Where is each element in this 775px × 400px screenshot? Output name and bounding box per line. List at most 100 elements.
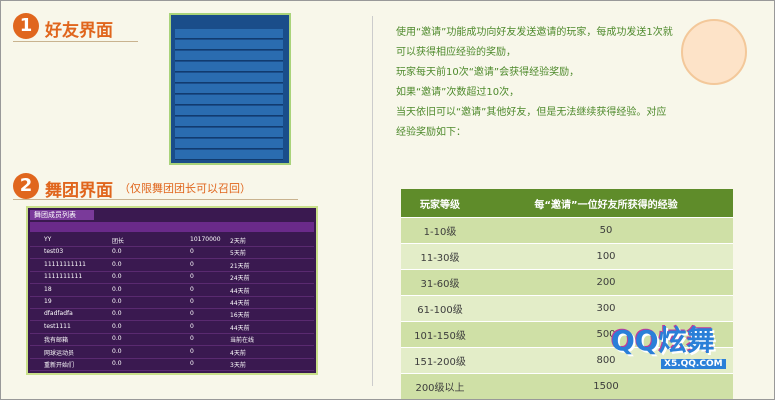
guild-cell: 1111111111 bbox=[44, 273, 83, 281]
angel-mascot bbox=[681, 19, 747, 85]
logo-site: X5.QQ.COM bbox=[661, 359, 726, 369]
friend-row bbox=[175, 106, 283, 116]
guild-cell: 0.0 bbox=[112, 310, 122, 318]
friend-row bbox=[175, 40, 283, 50]
guild-cell: 24天前 bbox=[230, 275, 250, 283]
guild-cell: test03 bbox=[44, 248, 64, 256]
guild-cell: 0 bbox=[190, 273, 194, 281]
table-row: 61-100级 300 bbox=[401, 295, 733, 322]
guild-cell: 0.0 bbox=[112, 298, 122, 305]
table-row: 151-200级 800 bbox=[401, 347, 733, 374]
guild-row: 我有邮箱 0.0 0 当前在线 bbox=[30, 333, 314, 347]
guild-row: 11111111111 0.0 0 21天前 bbox=[30, 259, 314, 272]
guild-cell: 0 bbox=[190, 248, 194, 256]
level-cell: 31-60级 bbox=[401, 269, 479, 296]
guild-cell: 16天前 bbox=[230, 312, 250, 320]
guild-cell: 0.0 bbox=[112, 260, 122, 268]
guild-cell: test1111 bbox=[44, 322, 71, 330]
underline bbox=[13, 199, 298, 200]
header-row: 玩家等级 每“邀请”一位好友所获得的经验 bbox=[401, 189, 733, 218]
level-cell: 101-150级 bbox=[401, 321, 479, 348]
level-cell: 11-30级 bbox=[401, 243, 479, 270]
guild-cell: 18 bbox=[44, 285, 52, 293]
friend-row bbox=[175, 95, 283, 105]
friend-row bbox=[175, 73, 283, 83]
level-cell: 1-10级 bbox=[401, 217, 479, 244]
guild-cell: 团长 bbox=[112, 238, 125, 245]
guild-cell: 0 bbox=[190, 347, 194, 355]
guild-cell: 重新开始们 bbox=[44, 362, 75, 369]
guild-cell: 10170000 bbox=[190, 236, 221, 243]
guild-cell: 3天前 bbox=[230, 362, 246, 369]
guild-cell: 0 bbox=[190, 285, 194, 293]
exp-cell: 200 bbox=[479, 269, 733, 296]
friend-row bbox=[175, 62, 283, 72]
guild-cell: 44天前 bbox=[230, 300, 250, 307]
level-cell: 200级以上 bbox=[401, 373, 479, 399]
table-row: 1-10级 50 bbox=[401, 217, 733, 244]
paragraph: 使用“邀请”功能成功向好友发送邀请的玩家，每成功发送1次就可以获得相应经验的奖励… bbox=[396, 27, 673, 58]
guild-cell: 11111111111 bbox=[44, 260, 86, 268]
level-cell: 151-200级 bbox=[401, 347, 479, 374]
underline bbox=[13, 41, 138, 42]
section-number: 1 bbox=[13, 13, 39, 39]
exp-cell: 50 bbox=[479, 217, 733, 244]
table-row: 31-60级 200 bbox=[401, 269, 733, 296]
guild-row: 19 0.0 0 44天前 bbox=[30, 296, 314, 309]
guild-cell: 0.0 bbox=[112, 273, 122, 281]
friend-row bbox=[175, 117, 283, 127]
guild-cell: 0 bbox=[190, 322, 194, 330]
guild-cell: 19 bbox=[44, 298, 52, 305]
guild-cell: 0 bbox=[190, 360, 194, 367]
divider bbox=[372, 16, 373, 386]
header-cell: 每“邀请”一位好友所获得的经验 bbox=[479, 189, 733, 218]
guild-cell: 4天前 bbox=[230, 349, 246, 357]
friend-row bbox=[175, 84, 283, 94]
guild-cell: 网球运动员 bbox=[44, 349, 75, 357]
friend-row bbox=[175, 150, 283, 160]
guild-cell: YY bbox=[44, 236, 52, 243]
guild-cell: 0.0 bbox=[112, 285, 122, 293]
exp-cell: 100 bbox=[479, 243, 733, 270]
header-cell: 玩家等级 bbox=[401, 189, 479, 218]
guild-cell: 当前在线 bbox=[230, 337, 255, 345]
logo: QQ炫舞 bbox=[611, 324, 715, 357]
guild-cell: 44天前 bbox=[230, 324, 250, 332]
guild-cell: 我有邮箱 bbox=[44, 337, 69, 345]
guild-cell: 0 bbox=[190, 335, 194, 343]
section-title: 好友界面 bbox=[45, 21, 113, 41]
guild-cell: 0.0 bbox=[112, 360, 122, 367]
description: 使用“邀请”功能成功向好友发送邀请的玩家，每成功发送1次就可以获得相应经验的奖励… bbox=[396, 23, 676, 143]
guild-tab: 舞团成员列表 bbox=[30, 210, 94, 220]
friend-row bbox=[175, 139, 283, 149]
exp-cell: 1500 bbox=[479, 373, 733, 399]
guild-cell: 5天前 bbox=[230, 250, 246, 258]
paragraph: 玩家每天前10次“邀请”会获得经验奖励， bbox=[396, 67, 580, 78]
friend-row bbox=[175, 29, 283, 39]
level-cell: 61-100级 bbox=[401, 295, 479, 322]
paragraph: 如果“邀请”次数超过10次， bbox=[396, 87, 520, 98]
exp-cell: 500 bbox=[479, 321, 733, 348]
guild-cell: 0.0 bbox=[112, 322, 122, 330]
section-number: 2 bbox=[13, 173, 39, 199]
guild-row: 网球运动员 0.0 0 4天前 bbox=[30, 346, 314, 359]
friend-row bbox=[175, 128, 283, 138]
paragraph: 当天依旧可以“邀请”其他好友，但是无法继续获得经验。对应经验奖励如下： bbox=[396, 107, 667, 138]
guild-row: 1111111111 0.0 0 24天前 bbox=[30, 271, 314, 285]
section-title: 舞团界面 bbox=[45, 181, 113, 201]
table-row: 11-30级 100 bbox=[401, 243, 733, 270]
table-row: 200级以上 1500 bbox=[401, 373, 733, 399]
section-note: （仅限舞团团长可以召回） bbox=[119, 182, 251, 195]
guild-cell: 0 bbox=[190, 260, 194, 268]
guild-cell: 21天前 bbox=[230, 262, 250, 270]
table-row: 101-150级 500 bbox=[401, 321, 733, 348]
guild-screenshot: 舞团成员列表 YY 团长 10170000 2天前 test03 0.0 0 5天前 11111… bbox=[26, 206, 318, 375]
guild-cell: 0.0 bbox=[112, 248, 122, 256]
guild-header bbox=[30, 222, 314, 232]
guild-cell: 0 bbox=[190, 310, 194, 318]
friend-row bbox=[175, 51, 283, 61]
guild-cell: 0.0 bbox=[112, 347, 122, 355]
guild-row: 18 0.0 0 44天前 bbox=[30, 284, 314, 297]
guild-row: test03 0.0 0 5天前 bbox=[30, 246, 314, 260]
